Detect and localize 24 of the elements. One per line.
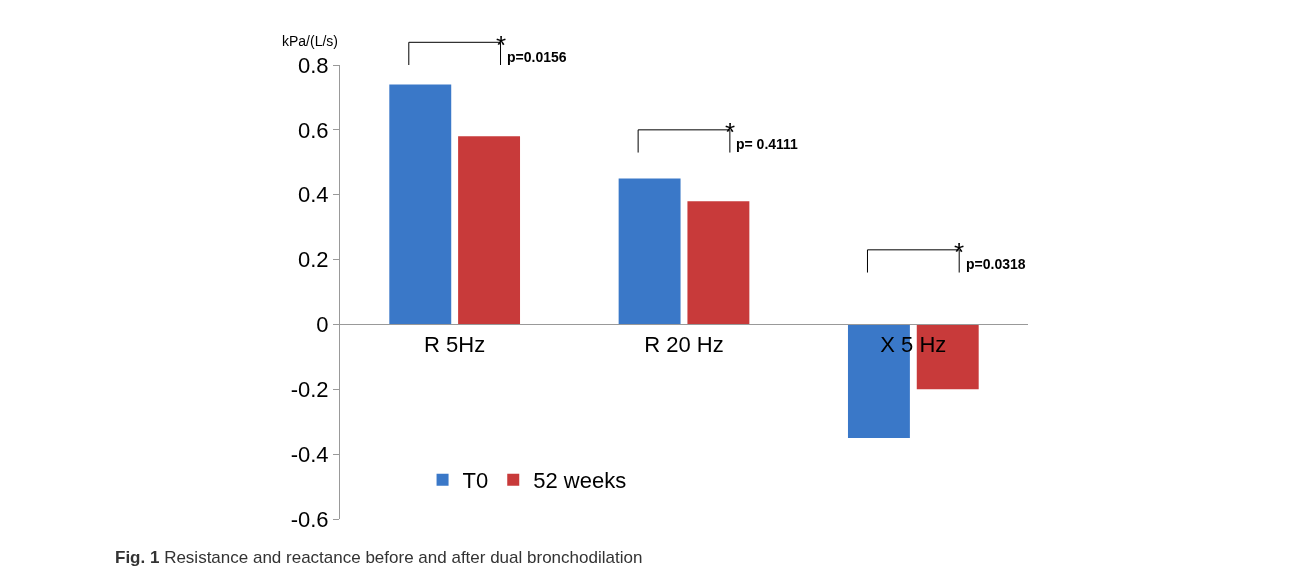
y-tick-label: 0.8 (298, 52, 329, 78)
legend-label: 52 weeks (533, 468, 627, 494)
bar (458, 136, 521, 325)
bar (687, 201, 750, 325)
x-tick-label: R 20 Hz (644, 331, 724, 357)
text: * (496, 30, 507, 60)
bar (916, 324, 979, 390)
y-tick-label: 0.6 (298, 117, 329, 143)
bar (389, 84, 452, 325)
y-tick-label: 0.2 (298, 247, 329, 273)
y-tick-label: 0 (316, 312, 329, 338)
y-tick-label: -0.4 (290, 441, 329, 467)
bar (618, 178, 681, 325)
y-tick-label: 0.4 (298, 182, 329, 208)
annotation: * (725, 117, 736, 147)
text: p=0.0156 (507, 49, 567, 65)
y-axis-title: kPa/(L/s) (282, 33, 339, 49)
annotation: p= 0.4111 (736, 136, 799, 152)
legend-label: T0 (462, 468, 489, 494)
y-tick-label: -0.6 (290, 506, 329, 532)
text: Fig. 1 Resistance and reactance before and after dual bronchodilation (115, 548, 643, 567)
annotation: p=0.0318 (966, 256, 1026, 272)
x-tick-label: R 5Hz (424, 331, 486, 357)
y-tick-label: -0.2 (290, 376, 329, 402)
